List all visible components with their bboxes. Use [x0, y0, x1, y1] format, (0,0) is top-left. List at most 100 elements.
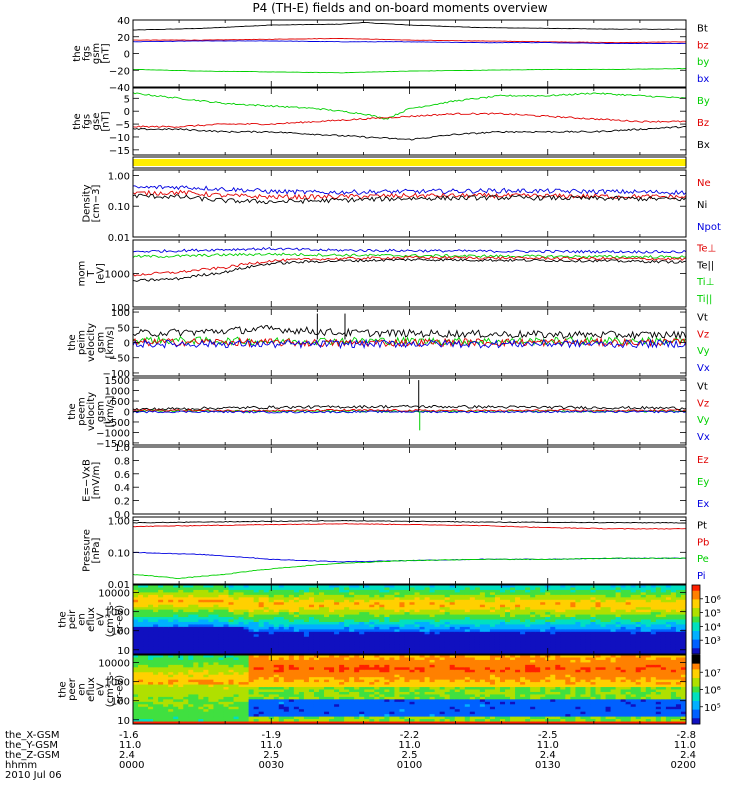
footer-value: 2.5	[402, 750, 418, 761]
panel-yellow-bar	[132, 156, 687, 169]
y-tick-label: 10000	[98, 589, 130, 600]
y-axis-label: the	[67, 403, 78, 419]
series-line-black	[133, 193, 686, 205]
colorbar-label: 10⁷	[704, 668, 721, 679]
series-line-red	[133, 112, 686, 128]
panel-frame	[132, 19, 687, 88]
y-tick-label: 0.10	[108, 548, 130, 559]
series-line-black	[133, 258, 686, 282]
series-line-red	[133, 255, 686, 277]
footer-value: -2.8	[676, 730, 696, 741]
chart-title: P4 (TH-E) fields and on-board moments ov…	[252, 1, 547, 15]
y-tick-label: 0.4	[114, 483, 130, 494]
y-axis-label: eflux	[86, 677, 97, 702]
footer-value: 11.0	[674, 740, 696, 751]
y-axis-label: peem	[77, 397, 88, 425]
series-line-green	[133, 92, 686, 120]
panel-pressure: 1.00 0.10 0.01 Pressure[nPa] Pt Pb Pe Pi	[81, 516, 709, 591]
footer-value: 2.4	[680, 750, 696, 761]
y-axis-label: fgs	[81, 46, 92, 61]
colorbar-label: 10⁵	[704, 703, 721, 714]
y-axis-label: [nT]	[100, 43, 111, 63]
legend-label: Vz	[697, 329, 709, 340]
series-line-red	[133, 408, 686, 413]
legend-label: Ne	[697, 178, 711, 189]
series-line-black	[133, 404, 686, 412]
y-tick-label: −10	[109, 133, 130, 144]
y-axis-label: gsm	[91, 43, 102, 64]
footer-value: 11.0	[398, 740, 420, 751]
y-axis-label: [cm−3]	[91, 185, 102, 223]
colorbar-label: 10⁶	[704, 595, 721, 606]
y-axis-label: [nPa]	[91, 537, 102, 563]
footer-value: 0100	[397, 760, 422, 771]
y-tick-label: 0	[124, 50, 130, 61]
panel-frame	[132, 446, 687, 515]
y-axis-label: [km/s]	[105, 395, 116, 427]
series-line-black	[133, 325, 686, 340]
y-axis-label: the	[67, 334, 78, 350]
y-axis-label: Pressure	[81, 529, 92, 572]
colorbar-peir-spectrogram: 10⁶ 10⁵ 10⁴ 10³	[691, 584, 721, 655]
footer-value: 2.5	[263, 750, 279, 761]
y-tick-label: 0.01	[108, 233, 130, 244]
footer-value: 11.0	[260, 740, 282, 751]
y-tick-label: −1000	[96, 428, 130, 439]
panel-frame	[132, 156, 687, 169]
footer-value: 2.4	[119, 750, 135, 761]
legend-label: Vt	[697, 313, 708, 324]
y-tick-label: 1000	[105, 608, 130, 619]
y-tick-label: −500	[103, 418, 130, 429]
y-tick-label: 1.0	[114, 443, 130, 454]
y-axis-label: fgs	[81, 114, 92, 129]
y-axis-label: gsm	[96, 332, 107, 353]
footer-value: 0030	[259, 760, 284, 771]
legend-label: Pb	[697, 537, 709, 548]
legend-label: Vx	[697, 432, 710, 443]
colorbar-label: 10⁶	[704, 686, 721, 697]
legend-label: Pt	[697, 521, 707, 532]
y-axis-label: T	[86, 270, 97, 278]
legend-label: bz	[697, 40, 709, 51]
series-line-blue	[133, 338, 686, 350]
legend-label: Ey	[697, 477, 709, 488]
legend-label: Npot	[697, 222, 721, 233]
footer-value: 0000	[119, 760, 144, 771]
y-axis-label: gsm	[96, 401, 107, 422]
y-axis-label: sr-eV)	[115, 675, 126, 704]
series-line-red	[133, 337, 686, 348]
panel-e-vxb: 1.0 0.8 0.6 0.4 0.2 0.0 E=−VxB[mV/m] Ez Ey Ex	[81, 443, 709, 521]
y-tick-label: −5	[115, 120, 130, 131]
colorbar-label: 10⁵	[704, 609, 721, 620]
panel-frame	[132, 87, 687, 156]
y-tick-label: −40	[109, 83, 130, 94]
y-tick-label: −15	[109, 146, 130, 157]
y-tick-label: 100	[111, 697, 130, 708]
y-tick-label: 100	[111, 308, 130, 319]
series-line-red	[133, 523, 686, 530]
y-axis-label: (cm²-s-	[105, 671, 116, 707]
y-axis-label: [nT]	[100, 111, 111, 131]
legend-label: Ez	[697, 455, 709, 466]
y-tick-label: 1500	[105, 376, 130, 387]
y-tick-label: 0	[124, 107, 130, 118]
y-axis-label: E=−VxB	[81, 459, 92, 502]
legend-label: Ni	[697, 200, 707, 211]
y-axis-label: mom	[77, 261, 88, 287]
y-axis-label: en	[77, 613, 88, 626]
y-tick-label: 20	[117, 33, 130, 44]
y-axis-label: en	[77, 683, 88, 696]
y-axis-label: peim	[77, 330, 88, 355]
y-tick-label: 0.10	[108, 202, 130, 213]
y-tick-label: 0.2	[114, 497, 130, 508]
legend-label: Ex	[697, 499, 709, 510]
y-tick-label: 1.00	[108, 171, 130, 182]
y-axis-label: eflux	[86, 607, 97, 632]
y-tick-label: 0	[124, 408, 130, 419]
y-tick-label: 10	[117, 716, 130, 727]
panel-density: 1.00 0.10 0.01 Density[cm−3] Ne Ni Npot	[81, 169, 721, 244]
yellow-status-bar	[133, 159, 686, 166]
series-line-blue	[133, 40, 686, 45]
